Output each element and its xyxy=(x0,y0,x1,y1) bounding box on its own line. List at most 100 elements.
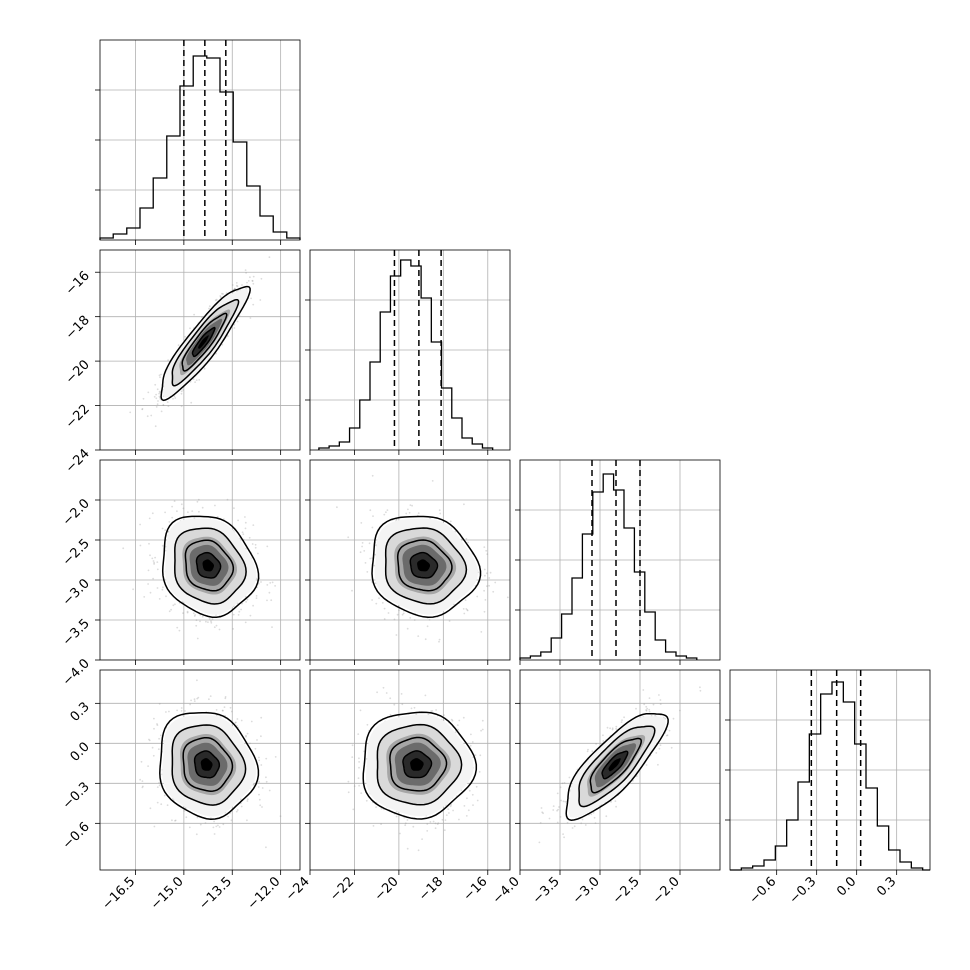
scatter-point xyxy=(552,805,555,807)
contour-line xyxy=(601,750,629,780)
x-tick-label: −0.6 xyxy=(747,874,780,907)
scatter-point xyxy=(452,809,454,812)
scatter-point xyxy=(153,563,156,565)
scatter-point xyxy=(158,784,161,787)
scatter-point xyxy=(260,764,263,766)
scatter-point xyxy=(247,280,250,282)
scatter-point xyxy=(152,754,155,757)
scatter-point xyxy=(168,710,170,713)
scatter-point xyxy=(155,397,158,400)
scatter-point xyxy=(208,307,210,310)
panel-content xyxy=(310,670,510,870)
scatter-point xyxy=(236,809,239,811)
scatter-point xyxy=(222,823,225,826)
scatter-point xyxy=(571,827,574,829)
scatter-point xyxy=(424,638,427,641)
scatter-point xyxy=(224,697,227,700)
scatter-point xyxy=(173,500,176,502)
scatter-point xyxy=(593,816,596,819)
scatter-point xyxy=(237,519,240,522)
scatter-point xyxy=(163,794,166,797)
scatter-point xyxy=(274,585,276,587)
scatter-point xyxy=(204,822,207,824)
contour-line xyxy=(160,285,251,402)
scatter-point xyxy=(464,599,467,601)
histogram-series-1 xyxy=(318,259,494,450)
scatter-point xyxy=(609,727,611,730)
scatter-point xyxy=(260,277,263,280)
scatter-point xyxy=(398,609,400,612)
scatter-point xyxy=(657,763,659,766)
scatter-point xyxy=(645,709,647,711)
scatter-point xyxy=(347,791,350,794)
scatter-point xyxy=(438,509,441,512)
scatter-point xyxy=(444,819,447,821)
scatter-point xyxy=(271,626,273,628)
contour-line xyxy=(384,527,468,605)
scatter-point xyxy=(400,693,403,695)
scatter-point xyxy=(481,728,484,731)
scatter-point xyxy=(376,691,378,694)
histogram-panel-2 xyxy=(515,459,721,665)
scatter-point xyxy=(406,819,409,821)
scatter-point xyxy=(373,564,376,567)
contour-line xyxy=(161,515,260,618)
scatter-point xyxy=(372,825,375,827)
scatter-point xyxy=(557,808,559,811)
y-tick-label: −16 xyxy=(63,268,93,298)
scatter-point xyxy=(606,726,609,729)
scatter-point xyxy=(186,611,189,614)
contour-line xyxy=(182,736,234,792)
scatter-point xyxy=(192,378,195,380)
scatter-point xyxy=(454,530,457,533)
scatter-point xyxy=(240,608,243,611)
scatter-point xyxy=(208,618,211,620)
scatter-point xyxy=(492,590,495,593)
scatter-point xyxy=(227,815,230,818)
scatter-point xyxy=(470,733,472,736)
scatter-point xyxy=(218,628,221,631)
scatter-point xyxy=(158,390,161,393)
contour-line xyxy=(362,711,478,820)
scatter-point xyxy=(159,391,162,393)
scatter-point xyxy=(374,582,377,585)
panel-content xyxy=(100,250,300,450)
scatter-point xyxy=(265,757,268,760)
scatter-point xyxy=(215,298,218,301)
scatter-point xyxy=(659,699,662,701)
scatter-point xyxy=(430,710,432,713)
x-tick-label: −0.3 xyxy=(787,874,820,907)
scatter-point xyxy=(586,750,589,753)
scatter-point xyxy=(193,517,196,520)
scatter-point xyxy=(237,614,240,616)
scatter-point xyxy=(621,719,623,722)
scatter-point xyxy=(405,512,408,515)
scatter-point xyxy=(189,703,192,706)
scatter-point xyxy=(602,740,605,742)
scatter-point xyxy=(161,544,164,547)
scatter-point xyxy=(643,703,646,706)
histogram-series-2 xyxy=(519,473,698,660)
scatter-point xyxy=(466,797,468,800)
scatter-point xyxy=(421,838,423,840)
scatter-point xyxy=(615,727,617,730)
scatter-point xyxy=(485,572,488,575)
scatter-point xyxy=(259,299,262,301)
x-tick-label: −13.5 xyxy=(196,874,235,913)
scatter-point xyxy=(445,804,447,807)
scatter-point xyxy=(176,626,179,629)
scatter-point xyxy=(162,586,164,589)
scatter-point xyxy=(176,510,178,513)
scatter-point xyxy=(483,610,486,613)
scatter-point xyxy=(201,615,204,618)
scatter-point xyxy=(591,750,594,753)
scatter-point xyxy=(359,551,362,554)
scatter-point xyxy=(406,847,409,850)
y-tick-label: −3.5 xyxy=(60,616,93,649)
scatter-point xyxy=(168,610,171,613)
scatter-point xyxy=(158,737,161,740)
scatter-point xyxy=(648,697,651,699)
scatter-point xyxy=(197,498,200,501)
scatter-point xyxy=(478,771,481,773)
scatter-point xyxy=(611,728,614,731)
